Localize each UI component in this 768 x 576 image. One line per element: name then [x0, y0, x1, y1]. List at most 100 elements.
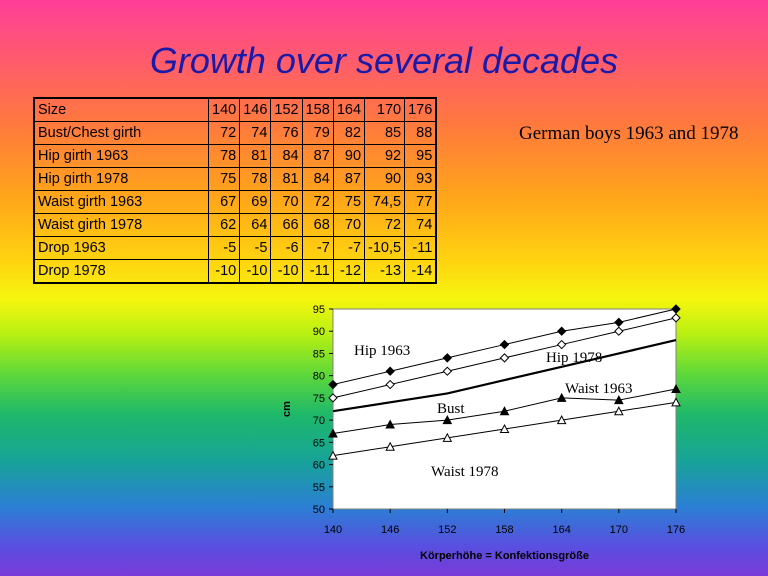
data-point — [671, 304, 681, 314]
table-cell: -7 — [332, 236, 366, 260]
table-cell: -5 — [207, 236, 241, 260]
data-point — [385, 441, 395, 451]
table-cell: 140 — [207, 97, 241, 122]
data-point — [614, 326, 624, 336]
y-tick-label: 85 — [313, 348, 325, 360]
table-row-label: Waist girth 1963 — [33, 190, 209, 214]
table-cell: 152 — [270, 97, 303, 122]
table-cell: 72 — [301, 190, 334, 214]
y-tick-label: 50 — [313, 504, 325, 516]
table-cell: 84 — [301, 167, 334, 191]
table-row: Waist girth 1978 62 64 66 68 70 72 74 — [33, 213, 437, 237]
data-point — [556, 326, 567, 336]
table-cell: 164 — [332, 97, 366, 122]
x-tick-label: 158 — [495, 524, 513, 536]
data-point — [328, 428, 338, 438]
y-tick-label: 70 — [313, 415, 325, 427]
table-cell: 79 — [301, 121, 334, 145]
table-cell: 78 — [239, 167, 272, 191]
data-point — [499, 353, 510, 363]
data-point — [328, 393, 338, 403]
data-point — [442, 353, 453, 363]
table-cell: 72 — [207, 121, 241, 145]
data-point — [614, 406, 624, 416]
table-cell: 170 — [364, 97, 406, 122]
data-point — [442, 366, 453, 376]
table-cell: 146 — [239, 97, 272, 122]
table-cell: 70 — [270, 190, 303, 214]
table-row: Hip girth 1963 78 81 84 87 90 92 95 — [33, 144, 437, 168]
table-cell: -11 — [404, 236, 437, 260]
table-cell: 81 — [239, 144, 272, 168]
table-cell: -12 — [332, 259, 366, 284]
data-point — [442, 432, 453, 442]
table-cell: 74 — [404, 213, 437, 237]
table-cell: 76 — [270, 121, 303, 145]
table-cell: 88 — [404, 121, 437, 145]
series-annotation: Waist 1963 — [565, 381, 633, 397]
size-table: Size 140 146 152 158 164 170 176 Bust/Chest girt… — [33, 97, 438, 284]
data-point — [671, 313, 681, 323]
x-tick-label: 164 — [552, 524, 570, 536]
data-point — [614, 395, 624, 405]
table-cell: 62 — [207, 213, 241, 237]
x-tick-label: 152 — [438, 524, 456, 536]
table-row-label: Bust/Chest girth — [33, 121, 209, 145]
y-tick-label: 60 — [313, 460, 325, 472]
table-cell: 176 — [404, 97, 437, 122]
y-tick-label: 55 — [313, 482, 325, 494]
table-cell: 68 — [301, 213, 334, 237]
table-cell: 64 — [239, 213, 272, 237]
table-cell: 90 — [364, 167, 406, 191]
table-row-label: Size — [33, 97, 209, 122]
table-cell: 70 — [332, 213, 366, 237]
table-cell: 75 — [207, 167, 241, 191]
x-tick-label: 176 — [667, 524, 685, 536]
data-point — [385, 379, 395, 390]
x-tick-label: 170 — [610, 524, 628, 536]
table-cell: 90 — [332, 144, 366, 168]
table-cell: 87 — [301, 144, 334, 168]
table-row-label: Hip girth 1963 — [33, 144, 209, 168]
y-tick-label: 95 — [313, 304, 325, 316]
table-cell: 85 — [364, 121, 406, 145]
series-annotation: Bust — [437, 401, 465, 417]
table-cell: -11 — [301, 259, 334, 284]
data-point — [499, 339, 510, 350]
data-point — [328, 379, 338, 390]
y-axis-label: cm — [281, 401, 293, 417]
data-point — [442, 415, 453, 425]
y-tick-label: 80 — [313, 371, 325, 383]
data-point — [614, 317, 624, 328]
table-row: Drop 1963 -5 -5 -6 -7 -7 -10,5 -11 — [33, 236, 437, 260]
x-axis-label: Körperhöhe = Konfektionsgröße — [420, 550, 589, 562]
table-row-label: Waist girth 1978 — [33, 213, 209, 237]
data-point — [385, 366, 395, 376]
table-cell: 158 — [301, 97, 334, 122]
data-point — [671, 383, 681, 393]
table-row-label: Drop 1978 — [33, 259, 209, 284]
table-row-label: Drop 1963 — [33, 236, 209, 260]
series-annotation: Hip 1963 — [354, 343, 410, 359]
table-cell: -6 — [270, 236, 303, 260]
table-cell: 67 — [207, 190, 241, 214]
data-point — [671, 397, 681, 407]
side-note: German boys 1963 and 1978 — [519, 123, 739, 144]
table-cell: 87 — [332, 167, 366, 191]
table-cell: 72 — [364, 213, 406, 237]
table-cell: 93 — [404, 167, 437, 191]
table-cell: 77 — [404, 190, 437, 214]
table-row: Bust/Chest girth 72 74 76 79 82 85 88 — [33, 121, 437, 145]
table-cell: -10,5 — [364, 236, 406, 260]
data-point — [556, 415, 567, 425]
y-tick-label: 90 — [313, 326, 325, 338]
table-cell: -7 — [301, 236, 334, 260]
y-tick-label: 75 — [313, 393, 325, 405]
table-cell: -5 — [239, 236, 272, 260]
table-cell: 95 — [404, 144, 437, 168]
table-cell: -10 — [270, 259, 303, 284]
table-cell: 69 — [239, 190, 272, 214]
series-line-bust — [332, 339, 677, 413]
slide-title: Growth over several decades — [149, 40, 619, 81]
table-row-label: Hip girth 1978 — [33, 167, 209, 191]
